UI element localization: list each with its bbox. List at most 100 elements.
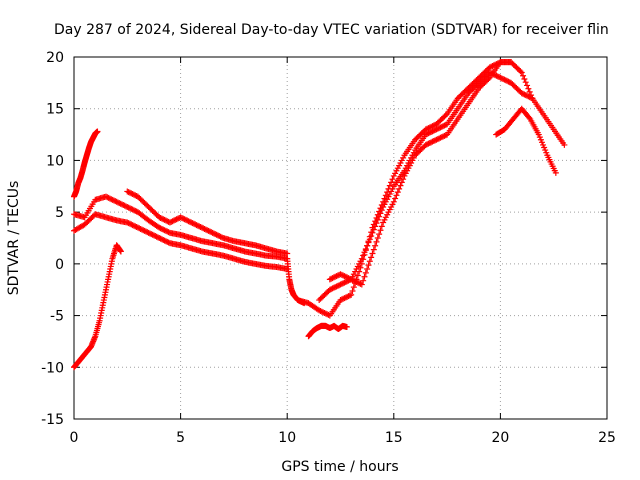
data-point <box>214 232 221 239</box>
series-trace-4 <box>71 211 291 273</box>
data-point <box>374 216 381 223</box>
data-point <box>132 207 139 214</box>
data-point <box>202 226 209 233</box>
data-point <box>156 214 163 221</box>
data-point <box>129 191 136 198</box>
data-point <box>320 309 327 316</box>
data-point <box>360 277 367 284</box>
series-trace-10 <box>326 59 568 288</box>
data-point <box>362 269 369 276</box>
data-point <box>128 221 135 228</box>
data-point <box>188 219 195 226</box>
series-trace-1 <box>71 128 101 200</box>
data-point <box>160 216 167 223</box>
data-point <box>344 274 351 281</box>
data-point <box>494 73 501 80</box>
data-point <box>488 63 495 70</box>
data-point <box>520 72 527 79</box>
data-point <box>121 202 128 209</box>
data-point <box>113 198 120 205</box>
data-point <box>169 218 176 225</box>
data-point <box>524 82 531 89</box>
data-point <box>521 91 528 98</box>
data-point <box>341 295 348 302</box>
data-point <box>154 234 161 241</box>
data-point <box>126 220 133 227</box>
data-point <box>361 249 368 256</box>
x-tick-label: 0 <box>70 430 79 446</box>
data-point <box>389 176 396 183</box>
data-point <box>118 201 125 208</box>
data-point <box>518 90 525 97</box>
data-point <box>428 123 435 130</box>
data-point <box>212 231 219 238</box>
data-point <box>105 194 112 201</box>
data-point <box>368 233 375 240</box>
data-point <box>357 264 364 271</box>
data-point <box>104 194 111 201</box>
data-point <box>164 228 171 235</box>
x-tick-label: 20 <box>491 430 509 446</box>
data-point <box>129 222 136 229</box>
y-tick-label: 0 <box>55 257 64 273</box>
data-point <box>492 61 499 68</box>
data-point <box>180 215 187 222</box>
data-point <box>197 224 204 231</box>
data-point <box>162 227 169 234</box>
data-point <box>316 307 323 314</box>
data-point <box>370 226 377 233</box>
data-point <box>430 138 437 145</box>
data-point <box>434 125 441 132</box>
data-point <box>426 139 433 146</box>
data-point <box>338 271 345 278</box>
data-point <box>357 280 364 287</box>
data-point <box>142 228 149 235</box>
data-point <box>422 141 429 148</box>
data-point <box>422 131 429 138</box>
data-point <box>425 130 432 137</box>
y-tick-label: 20 <box>46 50 64 66</box>
data-point <box>156 235 163 241</box>
data-point <box>324 311 331 318</box>
data-point <box>157 225 164 232</box>
data-point <box>150 232 157 239</box>
data-point <box>373 238 380 245</box>
data-point <box>400 176 407 183</box>
data-point <box>109 196 116 203</box>
series-trace-2 <box>71 242 124 371</box>
data-point <box>438 134 445 141</box>
data-point <box>129 206 136 213</box>
data-point <box>338 296 345 303</box>
y-tick-label: 5 <box>55 205 64 221</box>
data-point <box>348 276 355 283</box>
data-point <box>386 182 393 189</box>
data-point <box>333 283 340 290</box>
data-point <box>332 273 339 280</box>
data-point <box>496 74 503 81</box>
data-point <box>422 126 429 133</box>
data-point <box>157 214 164 221</box>
data-point <box>354 272 361 279</box>
data-point <box>122 203 129 210</box>
data-point <box>161 227 168 234</box>
data-point <box>338 280 345 287</box>
data-point <box>425 125 432 132</box>
data-point <box>378 223 385 230</box>
data-point <box>440 123 447 130</box>
data-point <box>125 204 132 211</box>
data-point <box>177 214 184 221</box>
data-point <box>526 114 533 121</box>
data-point <box>148 231 155 238</box>
data-point <box>364 242 371 249</box>
data-point <box>500 75 507 82</box>
y-tick-label: 15 <box>46 102 64 118</box>
data-point <box>342 294 349 301</box>
data-point <box>106 195 113 202</box>
data-point <box>108 196 115 203</box>
data-point <box>145 229 152 236</box>
data-point <box>346 292 353 299</box>
data-point <box>110 197 117 204</box>
data-point <box>321 309 328 316</box>
x-axis-title: GPS time / hours <box>281 459 398 475</box>
